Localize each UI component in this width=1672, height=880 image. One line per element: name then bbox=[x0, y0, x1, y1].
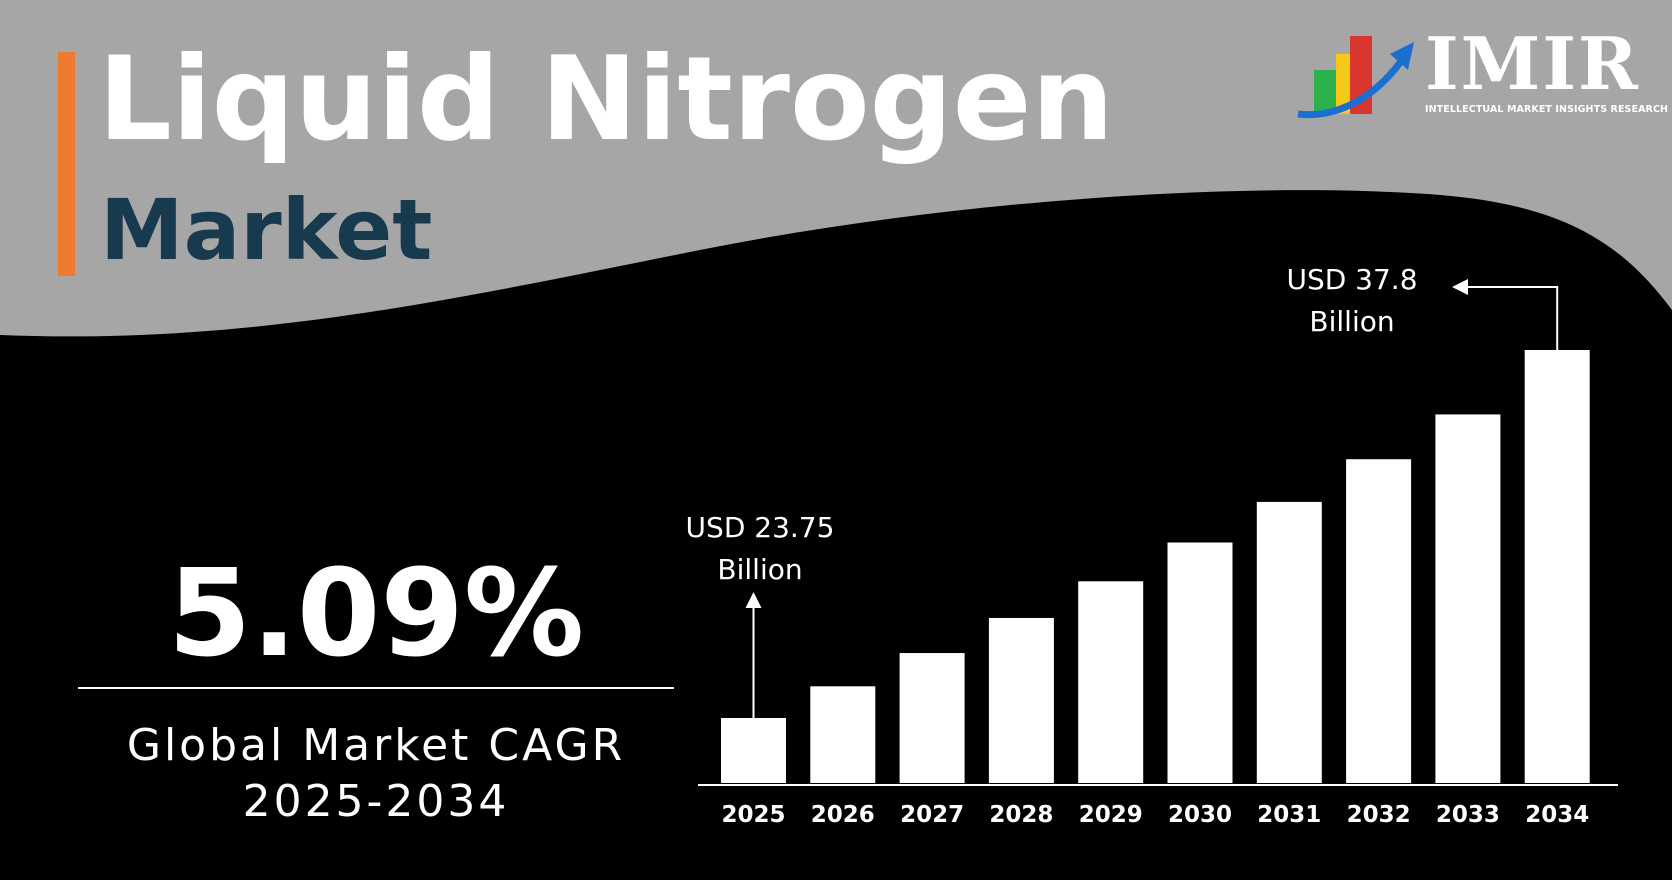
bar-chart-arrow-icon bbox=[1297, 36, 1414, 119]
title-accent-bar bbox=[58, 52, 75, 276]
annotation-label: Billion bbox=[1309, 305, 1394, 338]
logo-tagline: INTELLECTUAL MARKET INSIGHTS RESEARCH bbox=[1425, 104, 1669, 115]
cagr-period-text: 2025-2034 bbox=[242, 776, 510, 828]
bar-2026 bbox=[810, 686, 876, 783]
bar-2031 bbox=[1256, 501, 1322, 783]
logo: IMIR INTELLECTUAL MARKET INSIGHTS RESEAR… bbox=[1290, 28, 1668, 124]
logo-wordmark: IMIR bbox=[1425, 21, 1640, 106]
bar-2030 bbox=[1167, 542, 1233, 783]
x-tick-label: 2029 bbox=[1079, 802, 1143, 828]
annotation-label: USD 37.8 bbox=[1286, 263, 1417, 296]
x-tick-label: 2025 bbox=[721, 802, 785, 828]
x-tick-label: 2034 bbox=[1525, 802, 1589, 828]
x-tick-label: 2027 bbox=[900, 802, 964, 828]
x-tick-label: 2033 bbox=[1436, 802, 1500, 828]
bar-2025 bbox=[721, 718, 786, 783]
cagr-value: 5.09% bbox=[167, 545, 585, 684]
cagr-divider bbox=[78, 687, 674, 689]
page-title: Liquid Nitrogen bbox=[98, 32, 1114, 167]
annotation-label: Billion bbox=[717, 553, 802, 586]
bar-2034 bbox=[1524, 350, 1590, 783]
x-tick-label: 2030 bbox=[1168, 802, 1232, 828]
x-tick-label: 2026 bbox=[811, 802, 875, 828]
annotation-group: USD 23.75 Billion USD 37.8 Billion bbox=[686, 263, 1559, 718]
header-wave bbox=[0, 0, 1672, 337]
annotation-arrow bbox=[1452, 279, 1559, 350]
bar-2033 bbox=[1435, 414, 1501, 783]
bar-group bbox=[721, 350, 1590, 783]
x-tick-label: 2031 bbox=[1257, 802, 1321, 828]
x-tick-label: 2032 bbox=[1347, 802, 1411, 828]
bar-2028 bbox=[988, 617, 1054, 783]
annotation-label: USD 23.75 bbox=[686, 511, 835, 544]
page-subtitle: Market bbox=[100, 181, 433, 279]
bar-2029 bbox=[1078, 581, 1144, 783]
bar-2027 bbox=[899, 653, 965, 783]
cagr-label-text: Global Market CAGR bbox=[126, 720, 626, 771]
bar-2032 bbox=[1346, 459, 1412, 783]
cagr-label: Global Market CAGR 2025-2034 bbox=[78, 718, 674, 831]
x-tick-label: 2028 bbox=[989, 802, 1053, 828]
x-axis-labels: 2025 2026 2027 2028 2029 2030 2031 2032 2033 2034 bbox=[721, 802, 1589, 828]
